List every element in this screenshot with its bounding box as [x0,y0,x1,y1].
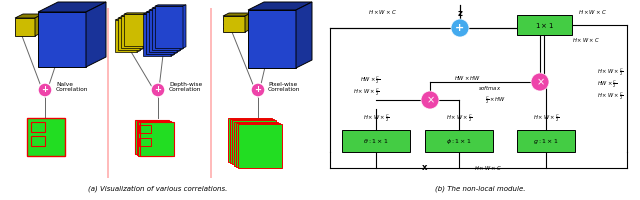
Polygon shape [171,13,174,56]
Polygon shape [86,2,106,67]
Bar [517,130,575,152]
Polygon shape [38,2,106,12]
Text: $\frac{C}{2}\times HW$: $\frac{C}{2}\times HW$ [485,94,506,106]
Text: +: + [255,86,262,95]
Bar [139,138,151,146]
Bar [425,130,493,152]
Polygon shape [124,14,146,46]
Polygon shape [152,7,183,8]
Text: $H\times W\times C$: $H\times W\times C$ [474,164,502,172]
Polygon shape [152,8,180,50]
Text: $HW\times\frac{C}{2}$: $HW\times\frac{C}{2}$ [360,74,380,86]
Text: Depth-wise
Correlation: Depth-wise Correlation [169,82,202,92]
Text: $\times$: $\times$ [426,95,435,105]
Polygon shape [143,15,146,48]
Bar [210,8,211,178]
Bar [27,118,65,156]
Polygon shape [155,6,183,48]
Text: (a) Visualization of various correlations.: (a) Visualization of various correlation… [88,185,228,192]
Bar [517,15,572,35]
Polygon shape [177,9,180,52]
Polygon shape [15,18,35,36]
Text: $1\times 1$: $1\times 1$ [535,21,554,29]
Text: $\times$: $\times$ [536,77,545,87]
Polygon shape [248,10,296,68]
Polygon shape [296,2,312,68]
Text: $g: 1\times 1$: $g: 1\times 1$ [533,136,559,146]
Bar [107,8,109,178]
Text: +: + [42,86,49,95]
Text: +: + [154,86,161,95]
Polygon shape [155,5,186,6]
Text: $HW\times\frac{C}{2}$: $HW\times\frac{C}{2}$ [597,78,617,90]
Text: $\theta: 1\times 1$: $\theta: 1\times 1$ [364,137,388,145]
Bar [138,122,172,156]
Text: $H\times W\times C$: $H\times W\times C$ [577,8,607,16]
Polygon shape [248,2,312,10]
Circle shape [531,73,549,91]
Text: +: + [456,23,465,33]
Text: Naïve
Correlation: Naïve Correlation [56,82,88,92]
Circle shape [451,19,469,37]
Bar [236,123,280,167]
Bar [228,118,272,162]
Bar [238,124,282,168]
Text: $\mathbf{z}$: $\mathbf{z}$ [457,9,463,19]
Polygon shape [115,20,137,52]
Bar [140,122,174,156]
Text: $H\times W\times C$: $H\times W\times C$ [367,8,396,16]
Polygon shape [124,13,149,14]
Bar [342,130,410,152]
Circle shape [38,83,52,97]
Text: $H\times W\times\frac{C}{2}$: $H\times W\times\frac{C}{2}$ [353,86,380,98]
Text: (b) The non-local module.: (b) The non-local module. [435,186,525,192]
Polygon shape [118,17,143,18]
Text: $H\times W\times\frac{C}{2}$: $H\times W\times\frac{C}{2}$ [597,90,623,102]
Text: $HW\times HW$: $HW\times HW$ [454,74,481,82]
Bar [139,125,151,133]
Bar [232,120,276,164]
Text: $\mathbf{x}$: $\mathbf{x}$ [421,164,429,172]
Polygon shape [38,12,86,67]
Polygon shape [118,18,140,50]
Text: $H\times W\times\frac{C}{2}$: $H\times W\times\frac{C}{2}$ [363,112,389,124]
Text: $softmax$: $softmax$ [478,84,502,92]
Polygon shape [149,10,177,52]
Polygon shape [223,16,245,32]
Polygon shape [180,7,183,50]
Text: $H\times W\times C$: $H\times W\times C$ [572,36,600,44]
Bar [31,122,45,132]
Polygon shape [115,19,140,20]
Polygon shape [35,14,43,36]
Polygon shape [15,14,43,18]
Circle shape [421,91,439,109]
Polygon shape [146,12,174,54]
Circle shape [251,83,265,97]
Polygon shape [245,13,251,32]
Polygon shape [121,16,143,48]
Bar [31,136,45,146]
Polygon shape [223,13,251,16]
Bar [135,120,169,154]
Text: $\phi: 1\times 1$: $\phi: 1\times 1$ [446,136,472,146]
Polygon shape [146,13,149,46]
Polygon shape [183,5,186,48]
Polygon shape [143,14,171,56]
Bar [136,121,171,155]
Bar [234,122,278,166]
Circle shape [151,83,165,97]
Text: $H\times W\times\frac{C}{2}$: $H\times W\times\frac{C}{2}$ [597,66,623,78]
Polygon shape [137,19,140,52]
Polygon shape [149,9,180,10]
Polygon shape [146,11,177,12]
Bar [230,119,274,163]
Text: Pixel-wise
Correlation: Pixel-wise Correlation [268,82,300,92]
Polygon shape [174,11,177,54]
Polygon shape [121,15,146,16]
Text: $H\times W\times\frac{C}{2}$: $H\times W\times\frac{C}{2}$ [445,112,472,124]
Polygon shape [140,17,143,50]
Polygon shape [143,13,174,14]
Text: $H\times W\times\frac{C}{2}$: $H\times W\times\frac{C}{2}$ [532,112,559,124]
